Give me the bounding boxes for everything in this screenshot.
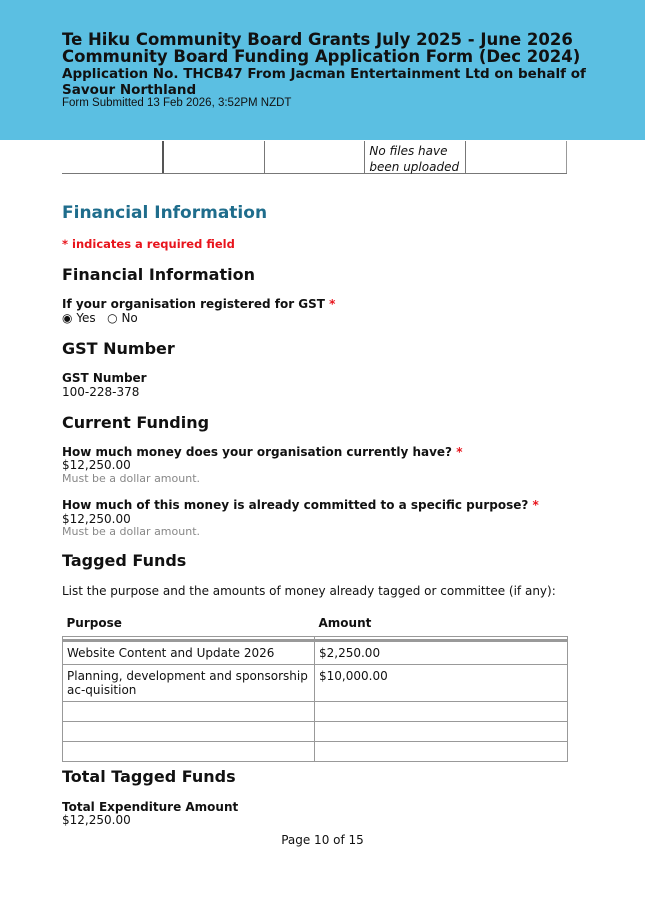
application-title: Application No. THCB47 From Jacman Enter…: [62, 66, 586, 98]
table-row: Planning, development and sponsorship ac…: [62, 664, 568, 702]
amount-cell: $10,000.00: [314, 664, 568, 702]
question-text: How much of this money is already commit…: [62, 498, 529, 512]
tagged-funds-heading: Tagged Funds: [62, 551, 187, 570]
board-title: Te Hiku Community Board Grants July 2025…: [62, 30, 573, 49]
required-star: *: [532, 498, 539, 512]
purpose-cell: Website Content and Update 2026: [62, 640, 315, 665]
gst-value: 100-228-378: [62, 385, 140, 399]
current-money-value: $12,250.00: [62, 458, 131, 472]
tagged-funds-description: List the purpose and the amounts of mone…: [62, 584, 556, 598]
form-header: Te Hiku Community Board Grants July 2025…: [0, 0, 645, 140]
gst-heading: GST Number: [62, 339, 175, 358]
section-title: Financial Information: [62, 203, 268, 223]
gst-label: GST Number: [62, 371, 147, 385]
committed-money-question: How much of this money is already commit…: [62, 498, 539, 512]
radio-unselected-icon: ○: [107, 311, 118, 325]
current-funding-heading: Current Funding: [62, 413, 210, 432]
file-cell: [62, 141, 164, 173]
committed-money-hint: Must be a dollar amount.: [62, 525, 201, 538]
required-star: *: [456, 445, 463, 459]
question-text: How much money does your organisation cu…: [62, 445, 453, 459]
question-text: If your organisation registered for GST: [62, 297, 325, 311]
purpose-cell: [62, 701, 315, 722]
submitted-date: Form Submitted 13 Feb 2026, 3:52PM NZDT: [62, 97, 292, 109]
table-row: [62, 701, 568, 722]
purpose-cell: [62, 721, 315, 742]
table-row: [62, 721, 568, 742]
committed-money-value: $12,250.00: [62, 512, 131, 526]
file-cell: [164, 141, 265, 173]
radio-no[interactable]: ○ No: [107, 311, 138, 325]
current-money-hint: Must be a dollar amount.: [62, 472, 201, 485]
purpose-cell: Planning, development and sponsorship ac…: [62, 664, 315, 702]
column-header: Amount: [318, 616, 372, 630]
required-star: *: [329, 297, 336, 311]
file-cell: No files have been uploaded: [365, 141, 467, 174]
radio-selected-icon: ◉: [62, 311, 73, 325]
total-value: $12,250.00: [62, 813, 131, 827]
total-label: Total Expenditure Amount: [62, 800, 239, 814]
purpose-cell: [62, 741, 315, 762]
required-note: * indicates a required field: [62, 237, 235, 251]
radio-label: Yes: [76, 311, 96, 325]
amount-cell: [314, 701, 568, 722]
gst-question: If your organisation registered for GST …: [62, 297, 335, 311]
current-money-question: How much money does your organisation cu…: [62, 445, 462, 459]
amount-cell: $2,250.00: [314, 640, 568, 665]
radio-yes[interactable]: ◉ Yes: [62, 311, 96, 325]
tagged-funds-table: Purpose Amount Website Content and Update…: [62, 614, 568, 762]
table-row: Website Content and Update 2026 $2,250.00: [62, 640, 568, 665]
column-header: Purpose: [66, 616, 122, 630]
table-row: [62, 741, 568, 762]
amount-cell: [314, 741, 568, 762]
spacer-cell: [314, 636, 568, 642]
form-title: Community Board Funding Application Form…: [62, 47, 581, 66]
page-number: Page 10 of 15: [281, 833, 364, 847]
file-cell: [466, 141, 567, 173]
total-tagged-heading: Total Tagged Funds: [62, 767, 236, 786]
file-table: No files have been uploaded: [62, 141, 567, 174]
table-header: Purpose Amount: [63, 614, 568, 637]
file-cell: [265, 141, 366, 173]
gst-radio-group: ◉ Yes ○ No: [62, 311, 138, 325]
financial-heading: Financial Information: [62, 265, 255, 284]
radio-label: No: [121, 311, 138, 325]
amount-cell: [314, 721, 568, 742]
